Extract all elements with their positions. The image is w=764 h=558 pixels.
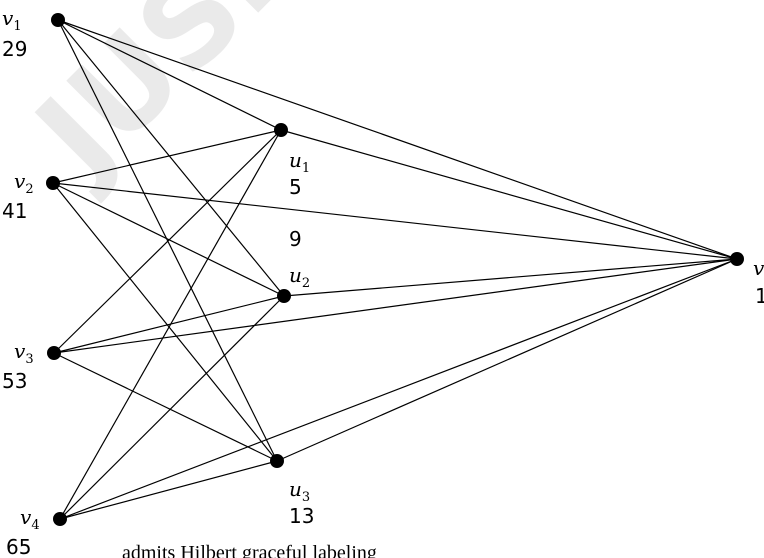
vertex-u1 [274,123,288,137]
vertex-u3 [270,454,284,468]
edge-v2-u2 [52,182,285,297]
vertex-label-v1: v1 [2,6,22,34]
edge-v1-u1 [57,19,282,131]
edge-v2-u1 [52,129,282,184]
vertex-value-v4: 65 [6,535,31,558]
edge-v1-v5 [57,19,738,260]
edge-v2-u3 [52,182,278,462]
watermark: JUSR [6,0,336,207]
vertex-value-u3: 13 [289,504,314,528]
vertex-label-u2: u2 [289,263,310,291]
edge-v3-u2 [53,295,285,354]
vertex-value-v3: 53 [2,369,27,393]
vertex-value-v5: 1 [755,284,764,308]
watermark-text: JUSR [6,0,336,207]
edge-v4-v5 [59,258,738,520]
vertex-v4 [53,512,67,526]
vertex-value-v2: 41 [2,199,27,223]
vertex-label-u3: u3 [289,477,310,505]
edge-v3-u1 [53,129,282,354]
edge-u2-v5 [283,258,738,297]
edge-v1-u2 [57,19,285,297]
vertex-label-v4: v4 [20,505,40,533]
vertex-u2 [277,289,291,303]
edge-layer [52,19,738,520]
vertex-label-u1: u1 [289,148,310,176]
edge-v3-u3 [53,352,278,462]
vertex-label-v3: v3 [14,339,34,367]
vertex-v2 [46,176,60,190]
vertex-label-v5: v [753,256,764,280]
vertex-value-u1: 5 [289,175,302,199]
node-layer [46,13,744,526]
vertex-v1 [51,13,65,27]
vertex-value-u2: 9 [289,227,302,251]
edge-v2-v5 [52,182,738,260]
vertex-v5 [730,252,744,266]
vertex-v3 [47,346,61,360]
vertex-label-v2: v2 [14,169,34,197]
figure-caption: admits Hilbert graceful labeling [122,542,377,558]
edge-u3-v5 [276,258,738,462]
edge-v4-u2 [59,295,285,520]
edge-v1-u3 [57,19,278,462]
edge-v4-u3 [59,460,278,520]
vertex-value-v1: 29 [2,37,27,61]
edge-v3-v5 [53,258,738,354]
edge-u1-v5 [280,129,738,260]
edge-v4-u1 [59,129,282,520]
